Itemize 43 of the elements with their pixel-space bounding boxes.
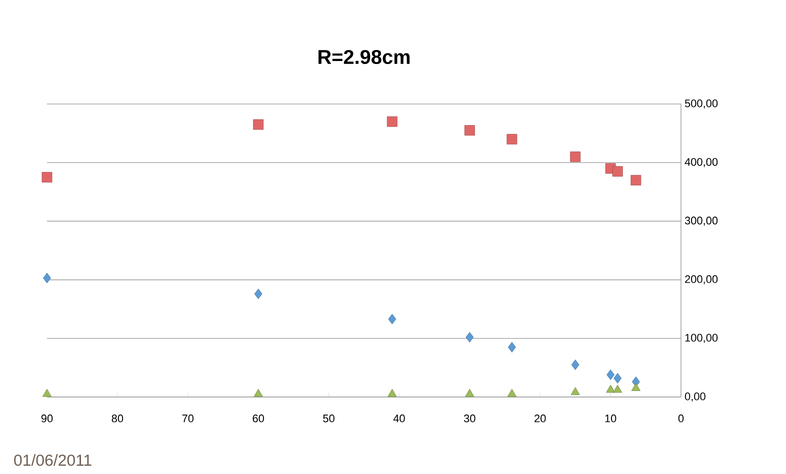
y-tick-label: 500,00 [684,99,718,109]
point [386,116,398,127]
point [570,387,580,396]
point [42,172,52,182]
point [464,125,475,136]
point [506,134,518,144]
point [612,166,623,177]
point [571,360,580,370]
y-tick-label: 300,00 [684,216,718,226]
point [630,174,642,186]
x-tick-label: 80 [112,414,124,422]
y-tick-label: 400,00 [684,158,718,168]
x-tick-label: 50 [323,414,334,422]
point [613,384,622,393]
point [631,383,640,391]
y-tick-label: 100,00 [685,334,718,343]
point [43,272,51,284]
point [614,373,622,384]
x-tick-label: 30 [464,414,476,422]
point [388,314,396,324]
x-tick-label: 40 [393,414,405,422]
x-tick-label: 70 [182,414,194,422]
point [42,388,52,397]
x-tick-label: 90 [41,414,53,422]
x-tick-label: 20 [534,414,546,422]
point [507,388,516,397]
point [465,388,474,397]
y-tick-label: 200,00 [685,275,718,284]
x-tick-label: 0 [678,414,684,422]
point [570,152,581,162]
point [253,119,264,130]
chart-title: R=2.98cm [318,50,410,64]
point [606,384,616,393]
point [254,388,263,397]
point [254,288,262,300]
point [466,332,474,342]
text: 01/06/2011 [14,454,92,466]
x-tick-label: 60 [252,414,264,422]
x-tick-label: 10 [605,414,616,422]
y-tick-label: 0,00 [684,392,706,402]
point [606,370,614,380]
point [508,342,516,352]
point [388,388,397,397]
